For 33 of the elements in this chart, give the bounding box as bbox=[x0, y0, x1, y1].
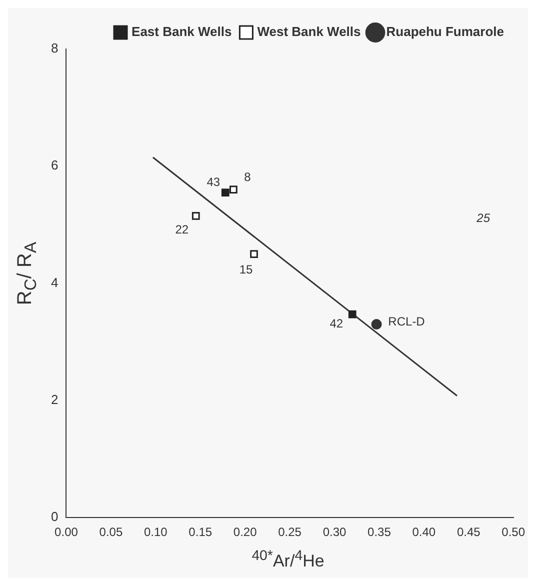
y-tick-label: 8 bbox=[50, 40, 58, 56]
annotation: 42 bbox=[330, 316, 344, 331]
point bbox=[230, 186, 238, 194]
point bbox=[221, 188, 230, 196]
x-tick-label: 0.45 bbox=[456, 525, 481, 540]
x-tick-label: 0.40 bbox=[412, 525, 436, 540]
x-tick-label: 0.00 bbox=[54, 525, 78, 540]
y-tick-label: 6 bbox=[50, 158, 58, 173]
y-tick-label: 0 bbox=[50, 509, 58, 524]
x-tick-label: 0.15 bbox=[188, 525, 212, 540]
legend-label: West Bank Wells bbox=[257, 24, 361, 40]
x-axis-title: $^{40*}$Ar/$^{4}$He bbox=[250, 548, 326, 572]
x-tick-label: 0.25 bbox=[278, 525, 302, 540]
point bbox=[192, 212, 200, 220]
point bbox=[371, 319, 382, 330]
x-tick-label: 0.20 bbox=[233, 525, 258, 540]
annotation: 15 bbox=[239, 262, 254, 276]
legend-label: East Bank Wells bbox=[132, 24, 232, 40]
x-tick-label: 0.10 bbox=[144, 525, 168, 540]
point bbox=[250, 250, 258, 258]
x-tick-label: 0.05 bbox=[99, 525, 123, 540]
x-tick-label: 0.30 bbox=[322, 525, 346, 540]
point bbox=[348, 310, 356, 318]
annotation: RCL-D bbox=[388, 314, 426, 329]
annotation: 22 bbox=[175, 222, 189, 236]
x-tick-label: 0.50 bbox=[502, 525, 526, 540]
y-tick-label: 2 bbox=[50, 392, 58, 408]
y-tick-label: 4 bbox=[50, 274, 58, 290]
legend-label: Ruapehu Fumarole bbox=[386, 24, 504, 40]
annotation: 8 bbox=[244, 170, 252, 184]
annotation: 25 bbox=[476, 211, 490, 226]
annotation: 43 bbox=[206, 174, 220, 189]
x-tick-label: 0.35 bbox=[368, 525, 392, 540]
